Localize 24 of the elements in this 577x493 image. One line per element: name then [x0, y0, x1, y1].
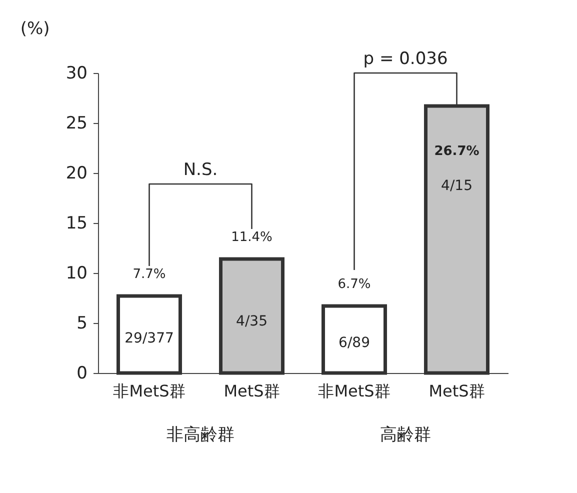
y-tick-label: 5	[76, 314, 88, 334]
annotation: 4/15	[441, 178, 472, 194]
y-tick-label: 0	[76, 364, 88, 384]
x-tick-label: MetS群	[428, 382, 485, 400]
text: 非高齢群	[166, 425, 234, 445]
annotation: N.S.	[183, 160, 218, 180]
annotation: 29/377	[124, 330, 174, 346]
y-tick-label: 30	[66, 64, 88, 84]
data-label: 26.7%	[434, 144, 480, 159]
x-tick-label: MetS群	[224, 382, 280, 400]
y-tick-label: 20	[66, 164, 88, 184]
y-tick-label: 25	[66, 114, 88, 134]
data-label: 11.4%	[231, 230, 272, 245]
x-tick-label: 非MetS群	[318, 382, 390, 400]
text: 高齢群	[380, 425, 431, 445]
text: p = 0.036	[363, 49, 448, 69]
y-tick-label: 15	[66, 214, 88, 234]
data-label: 7.7%	[132, 267, 166, 282]
y-tick-label: 10	[66, 264, 88, 284]
data-label: 6.7%	[338, 277, 371, 292]
annotation: 4/35	[236, 314, 268, 330]
annotation: 6/89	[338, 334, 370, 351]
x-tick-label: 非MetS群	[113, 382, 186, 400]
y-axis-title: (%)	[20, 19, 50, 39]
